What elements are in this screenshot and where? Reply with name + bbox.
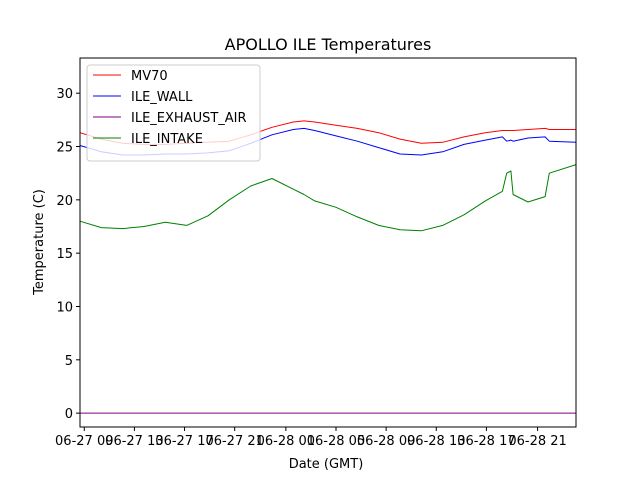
y-tick-label: 30 (56, 87, 73, 102)
chart-title: APOLLO ILE Temperatures (225, 35, 432, 54)
legend-box (86, 64, 261, 162)
plot-frame (79, 57, 577, 428)
y-tick-label: 10 (56, 300, 73, 315)
y-axis-ticks: 0 5 10 15 20 25 30 (56, 87, 80, 422)
x-tick-label: 06-28 13 (407, 434, 465, 449)
x-tick-label: 06-28 09 (357, 434, 415, 449)
x-tick-label: 06-27 17 (155, 434, 213, 449)
legend-label: ILE_WALL (131, 90, 193, 105)
legend-label: MV70 (131, 69, 168, 84)
x-tick-label: 06-28 05 (307, 434, 365, 449)
y-tick-label: 0 (65, 407, 73, 422)
y-tick-label: 15 (56, 247, 73, 262)
x-tick-label: 06-28 21 (508, 434, 566, 449)
legend-label: ILE_INTAKE (131, 132, 203, 147)
x-axis-label: Date (GMT) (289, 457, 364, 472)
x-tick-label: 06-27 09 (55, 434, 113, 449)
legend-label: ILE_EXHAUST_AIR (131, 111, 247, 126)
y-tick-label: 25 (56, 141, 73, 156)
y-axis-label: Temperature (C) (32, 189, 47, 296)
x-tick-label: 06-28 01 (257, 434, 315, 449)
x-tick-label: 06-27 13 (105, 434, 163, 449)
y-tick-label: 5 (65, 354, 73, 369)
x-tick-label: 06-27 21 (205, 434, 263, 449)
x-tick-label: 06-28 17 (457, 434, 515, 449)
legend: MV70 ILE_WALL ILE_EXHAUST_AIR ILE_INTAKE (86, 64, 261, 162)
series-line-ile-intake (79, 164, 577, 232)
y-tick-label: 20 (56, 194, 73, 209)
